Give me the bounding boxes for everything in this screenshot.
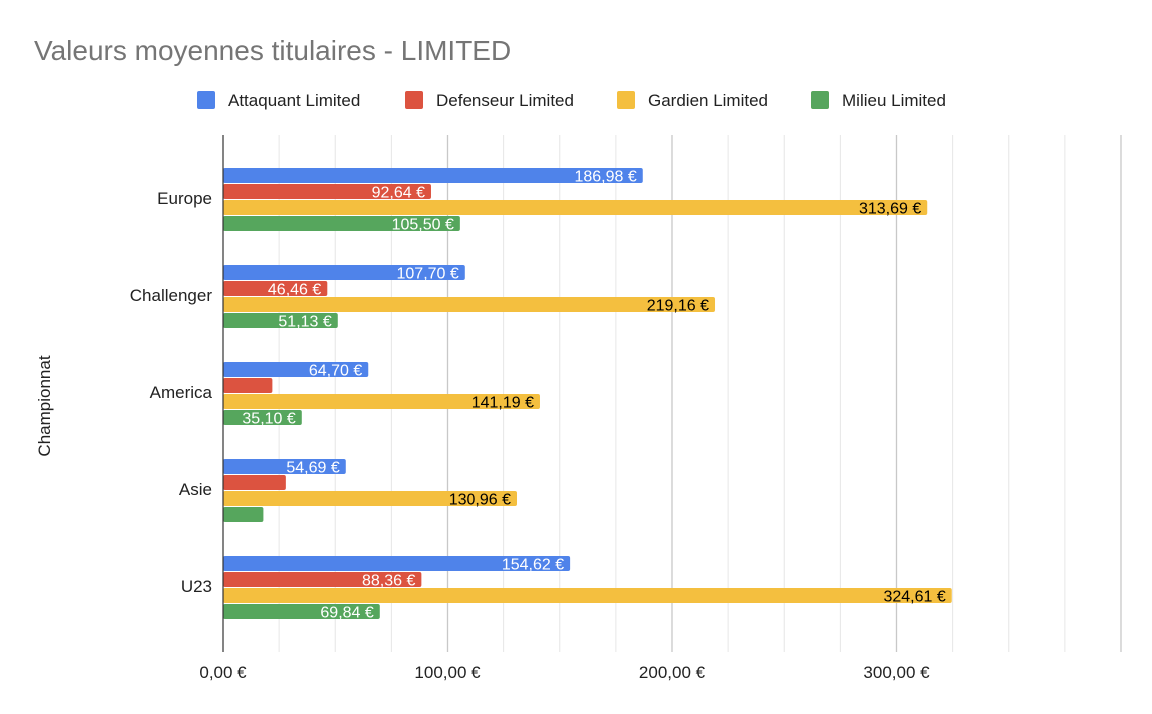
category-label-challenger: Challenger	[130, 286, 213, 305]
category-label-europe: Europe	[157, 189, 212, 208]
data-label-defenseur-limited-challenger: 46,46 €	[268, 282, 321, 299]
legend-label-attaquant-limited: Attaquant Limited	[228, 91, 360, 110]
bar-milieu-limited-america	[223, 410, 302, 425]
legend-label-milieu-limited: Milieu Limited	[842, 91, 946, 110]
bar-gardien-limited-europe	[223, 200, 928, 215]
data-label-defenseur-limited-europe: 92,64 €	[372, 185, 425, 202]
gridlines	[278, 135, 1122, 652]
bar-defenseur-limited-europe	[223, 184, 431, 199]
data-label-attaquant-limited-challenger: 107,70 €	[397, 266, 459, 283]
data-label-attaquant-limited-america: 64,70 €	[309, 363, 362, 380]
category-labels: Europe Challenger America Asie U23	[130, 189, 213, 596]
legend-swatch-gardien-limited	[617, 91, 635, 109]
bar-milieu-limited-u23	[223, 604, 380, 619]
bar-defenseur-limited-america	[223, 378, 273, 393]
x-tick-labels: 0,00 € 100,00 € 200,00 € 300,00 €	[199, 663, 930, 682]
bar-defenseur-limited-u23	[223, 572, 422, 587]
data-label-attaquant-limited-europe: 186,98 €	[574, 169, 636, 186]
x-tick-label: 100,00 €	[414, 663, 481, 682]
legend-swatch-attaquant-limited	[197, 91, 215, 109]
bar-attaquant-limited-america	[223, 362, 369, 377]
x-tick-label: 200,00 €	[639, 663, 706, 682]
x-tick-label: 0,00 €	[199, 663, 247, 682]
bar-attaquant-limited-challenger	[223, 265, 465, 280]
data-label-gardien-limited-asie: 130,96 €	[449, 492, 511, 509]
bar-gardien-limited-asie	[223, 491, 518, 506]
chart-title: Valeurs moyennes titulaires - LIMITED	[34, 35, 511, 66]
data-label-attaquant-limited-u23: 154,62 €	[502, 557, 564, 574]
bar-milieu-limited-europe	[223, 216, 460, 231]
data-label-milieu-limited-europe: 105,50 €	[392, 217, 454, 234]
data-label-milieu-limited-america: 35,10 €	[242, 411, 295, 428]
legend-swatch-milieu-limited	[811, 91, 829, 109]
bar-defenseur-limited-challenger	[223, 281, 328, 296]
bar-milieu-limited-challenger	[223, 313, 338, 328]
data-label-gardien-limited-america: 141,19 €	[472, 395, 534, 412]
y-axis-title: Championnat	[35, 355, 54, 456]
bar-attaquant-limited-u23	[223, 556, 571, 571]
category-label-asie: Asie	[179, 480, 212, 499]
bar-defenseur-limited-asie	[223, 475, 286, 490]
bar-milieu-limited-asie	[223, 507, 264, 522]
data-label-gardien-limited-challenger: 219,16 €	[647, 298, 709, 315]
bar-gardien-limited-america	[223, 394, 540, 409]
data-label-milieu-limited-challenger: 51,13 €	[278, 314, 331, 331]
data-label-attaquant-limited-asie: 54,69 €	[286, 460, 339, 477]
x-tick-label: 300,00 €	[863, 663, 930, 682]
legend: Attaquant Limited Defenseur Limited Gardie…	[197, 91, 946, 110]
legend-swatch-defenseur-limited	[405, 91, 423, 109]
data-label-gardien-limited-europe: 313,69 €	[859, 201, 921, 218]
bar-gardien-limited-challenger	[223, 297, 716, 312]
bars: 186,98 € 92,64 € 313,69 € 105,50 € 107,70 € 4…	[223, 168, 952, 622]
bar-attaquant-limited-europe	[223, 168, 643, 183]
legend-label-defenseur-limited: Defenseur Limited	[436, 91, 574, 110]
data-label-milieu-limited-u23: 69,84 €	[320, 605, 373, 622]
bar-attaquant-limited-asie	[223, 459, 346, 474]
data-label-gardien-limited-u23: 324,61 €	[883, 589, 945, 606]
legend-label-gardien-limited: Gardien Limited	[648, 91, 768, 110]
data-label-defenseur-limited-u23: 88,36 €	[362, 573, 415, 590]
category-label-america: America	[150, 383, 213, 402]
category-label-u23: U23	[181, 577, 212, 596]
bar-gardien-limited-u23	[223, 588, 952, 603]
